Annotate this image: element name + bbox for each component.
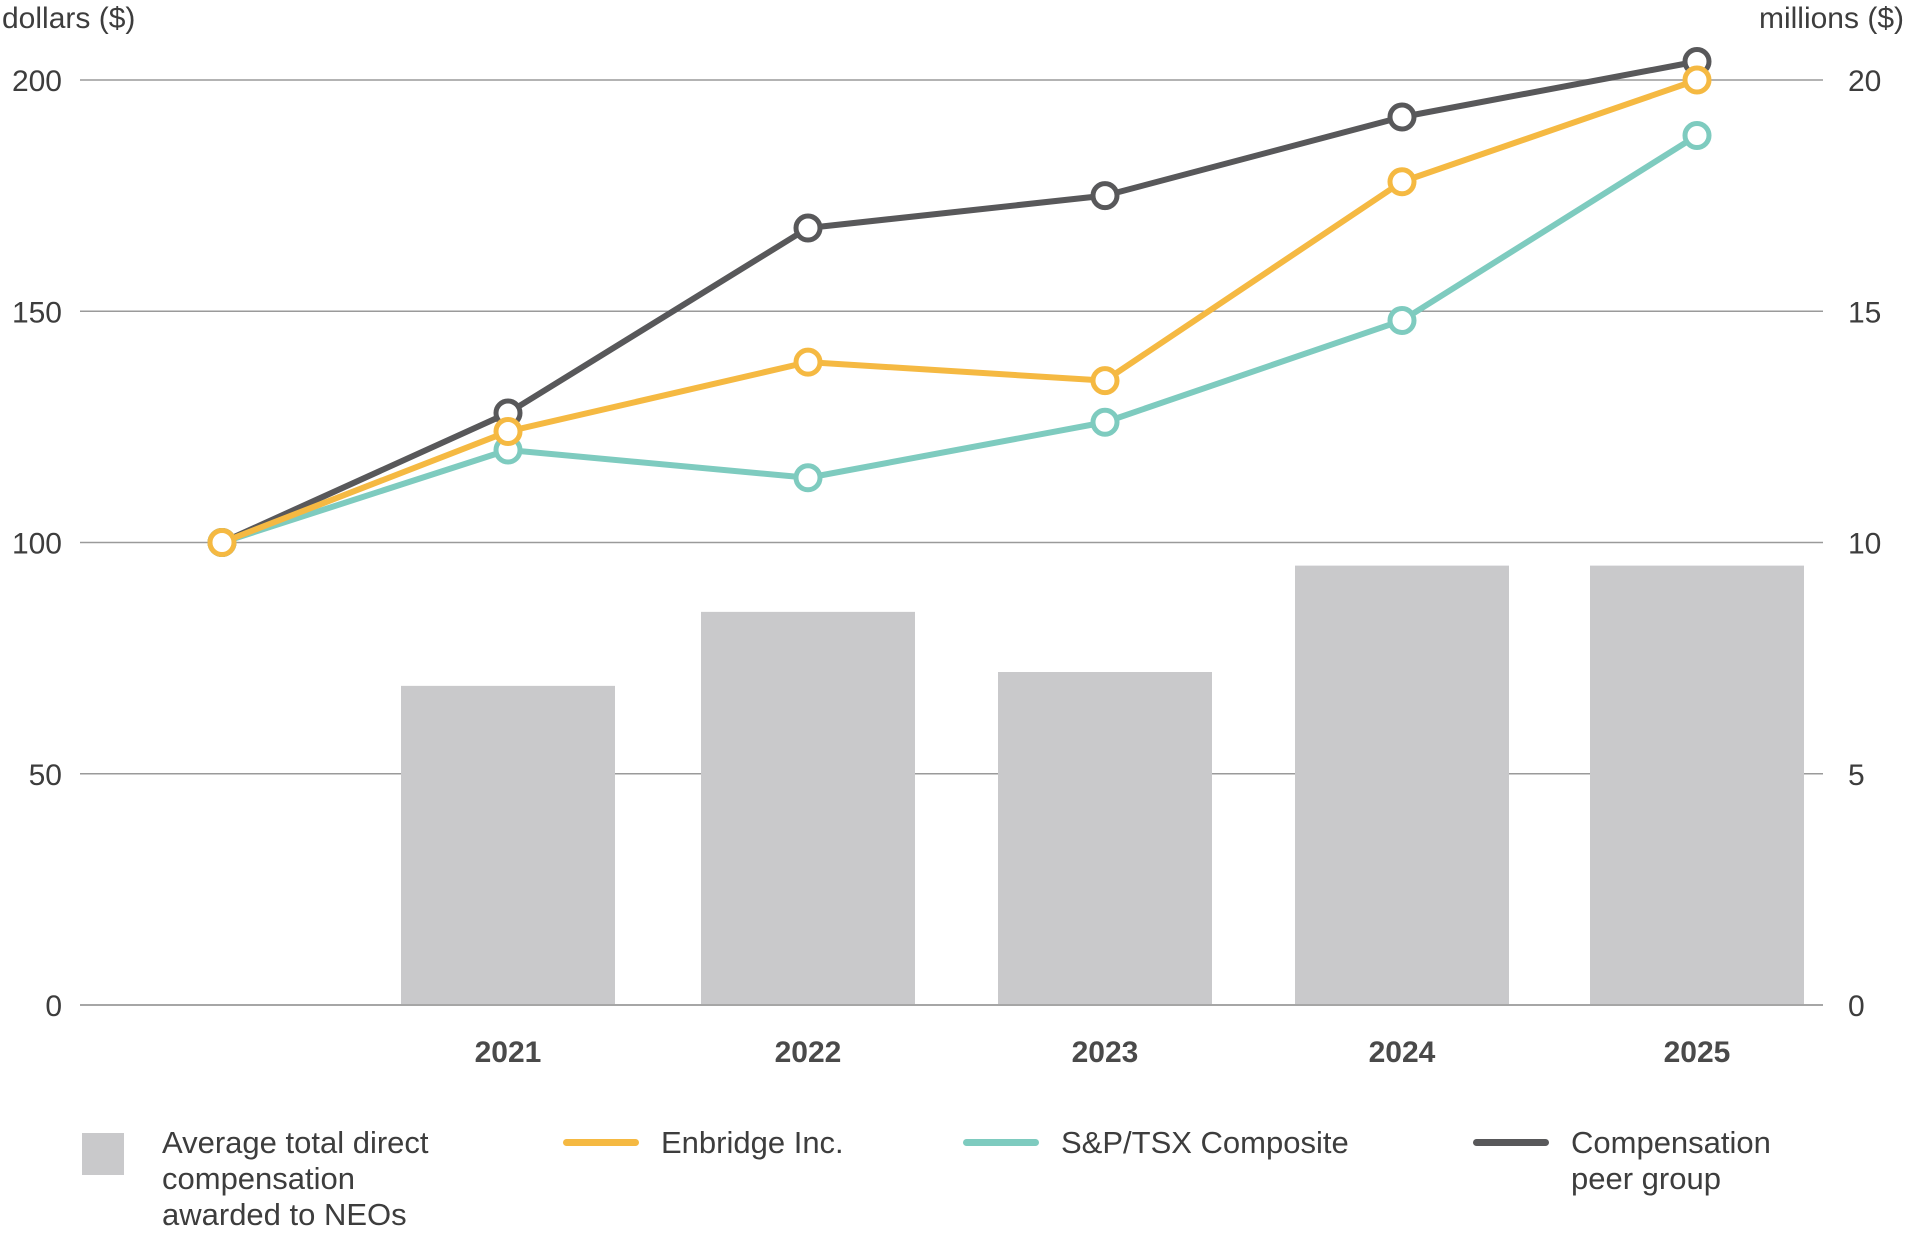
left-tick-label: 100 [12, 528, 62, 561]
left-tick-label: 50 [29, 759, 62, 792]
left-tick-label: 150 [12, 296, 62, 329]
x-tick-label: 2023 [1072, 1036, 1139, 1069]
legend-label-tsx: S&P/TSX Composite [1061, 1125, 1349, 1160]
right-axis-title: millions ($) [1758, 2, 1904, 35]
data-point [1682, 65, 1712, 95]
right-tick-label: 10 [1848, 528, 1881, 561]
x-tick-label: 2021 [475, 1036, 542, 1069]
data-point [207, 528, 237, 557]
left-axis-title: dollars ($) [2, 2, 136, 35]
left-tick-label: 0 [45, 990, 62, 1023]
legend-swatch-peer [1473, 1139, 1549, 1146]
data-point [1090, 407, 1120, 437]
legend-label-bars: Average total direct compensation awarde… [162, 1125, 429, 1232]
data-point [1090, 181, 1120, 211]
data-point [793, 347, 823, 377]
left-tick-label: 200 [12, 65, 62, 98]
x-tick-label: 2024 [1369, 1036, 1436, 1069]
legend-swatch-tsx [963, 1139, 1039, 1146]
right-tick-label: 0 [1848, 990, 1865, 1023]
data-point [793, 213, 823, 243]
legend-label-peer: Compensation peer group [1571, 1125, 1771, 1196]
data-point [793, 463, 823, 493]
right-tick-label: 15 [1848, 296, 1881, 329]
x-tick-label: 2022 [775, 1036, 842, 1069]
data-point [493, 417, 523, 446]
data-point [1090, 366, 1120, 396]
series-line [219, 132, 1700, 546]
data-point [1387, 167, 1417, 197]
data-point [1682, 121, 1712, 150]
series-line [219, 77, 1700, 546]
legend-label-enbridge: Enbridge Inc. [661, 1125, 844, 1160]
data-point [1387, 102, 1417, 132]
data-point [1387, 306, 1417, 335]
legend-swatch-enbridge [563, 1139, 639, 1146]
bar [1590, 565, 1804, 1005]
bar [1295, 565, 1509, 1005]
right-tick-label: 5 [1848, 759, 1865, 792]
bar [401, 685, 615, 1005]
series-line [219, 58, 1700, 546]
bar [701, 611, 915, 1005]
x-tick-label: 2025 [1664, 1036, 1731, 1069]
legend-swatch-bar [82, 1133, 124, 1175]
right-tick-label: 20 [1848, 65, 1881, 98]
bar [998, 672, 1212, 1005]
